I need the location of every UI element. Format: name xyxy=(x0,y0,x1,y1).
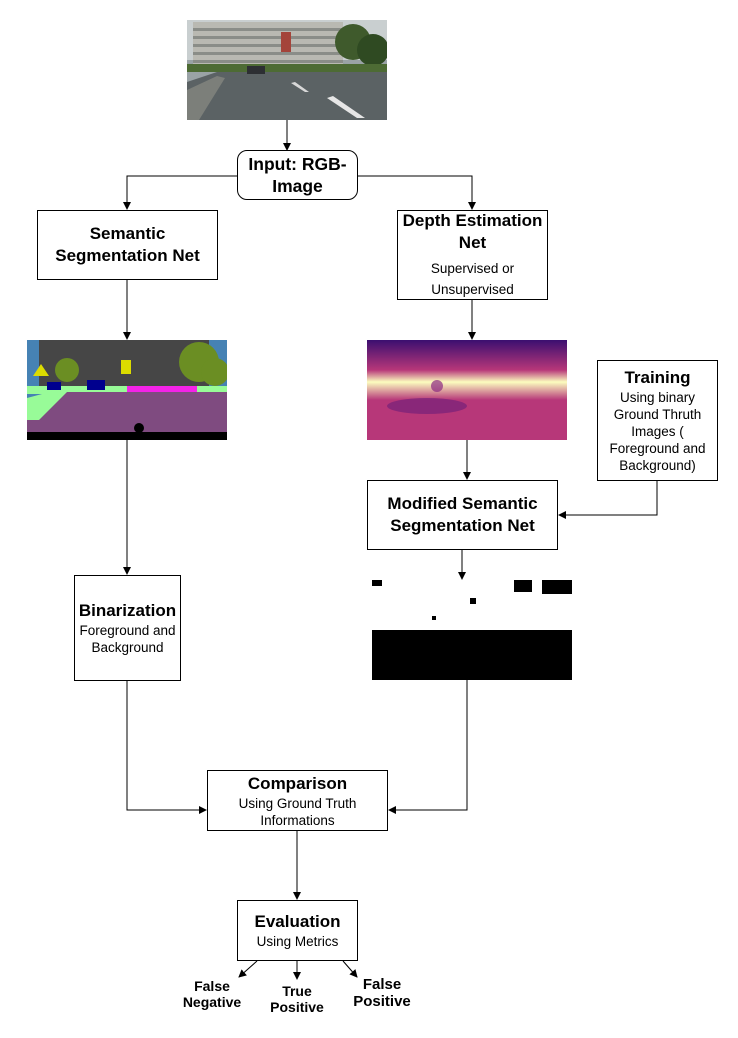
arrow-binarization-to-comparison xyxy=(126,680,207,814)
training-node: Training Using binary Ground Thruth Imag… xyxy=(597,360,718,481)
modified-semantic-segmentation-net-node: Modified Semantic Segmentation Net xyxy=(367,480,558,550)
seg-car xyxy=(47,382,61,390)
depth-map xyxy=(367,340,567,440)
depth-net-title: Depth Estimation Net xyxy=(402,211,543,252)
true-positive-label: True Positive xyxy=(270,983,324,1015)
comparison-node: Comparison Using Ground Truth Informatio… xyxy=(207,770,388,831)
training-title: Training xyxy=(624,368,691,387)
binarization-node: Binarization Foreground and Background xyxy=(74,575,181,681)
seg-sidewalk xyxy=(127,386,197,392)
depth-estimation-net-node: Depth Estimation Net Supervised or Unsup… xyxy=(397,210,548,300)
input-title: Input: RGB-Image xyxy=(248,154,347,196)
binarization-title: Binarization xyxy=(78,601,177,620)
training-subtitle: Using binary Ground Thruth Images ( Fore… xyxy=(609,390,706,473)
comparison-subtitle: Using Ground Truth Informations xyxy=(238,795,357,828)
semantic-net-title: Semantic Segmentation Net xyxy=(55,224,200,265)
evaluation-subtitle: Using Metrics xyxy=(256,934,339,949)
seg-ego xyxy=(27,432,227,440)
evaluation-title: Evaluation xyxy=(254,912,341,931)
false-negative-label: False Negative xyxy=(182,978,242,1010)
semantic-segmentation-net-node: Semantic Segmentation Net xyxy=(37,210,218,280)
input-rgb-image-node: Input: RGB-Image xyxy=(237,150,358,200)
arrow-input-to-depth xyxy=(357,175,476,210)
arrow-eval-to-false-negative xyxy=(238,960,258,978)
depth-net-subtitle: Supervised or Unsupervised xyxy=(430,261,515,297)
seg-terrain xyxy=(27,390,67,420)
arrow-training-to-modified xyxy=(558,480,658,519)
modified-net-title: Modified Semantic Segmentation Net xyxy=(387,494,538,535)
arrow-input-to-semantic xyxy=(123,175,237,210)
false-positive-label: False Positive xyxy=(353,976,411,1010)
seg-car xyxy=(87,380,105,390)
arrow-eval-to-false-positive xyxy=(342,960,358,978)
seg-sign xyxy=(121,360,131,374)
binary-mask-output xyxy=(372,580,572,680)
semantic-segmentation-map xyxy=(27,340,227,440)
arrow-mask-to-comparison xyxy=(388,680,468,814)
seg-vegetation xyxy=(55,358,79,382)
input-street-photo xyxy=(187,20,387,120)
seg-road xyxy=(27,392,227,440)
seg-vegetation xyxy=(201,358,227,386)
binarization-subtitle: Foreground and Background xyxy=(79,623,176,655)
evaluation-node: Evaluation Using Metrics xyxy=(237,900,358,961)
seg-sign xyxy=(33,364,49,376)
seg-ego xyxy=(134,423,144,433)
comparison-title: Comparison xyxy=(247,773,348,793)
